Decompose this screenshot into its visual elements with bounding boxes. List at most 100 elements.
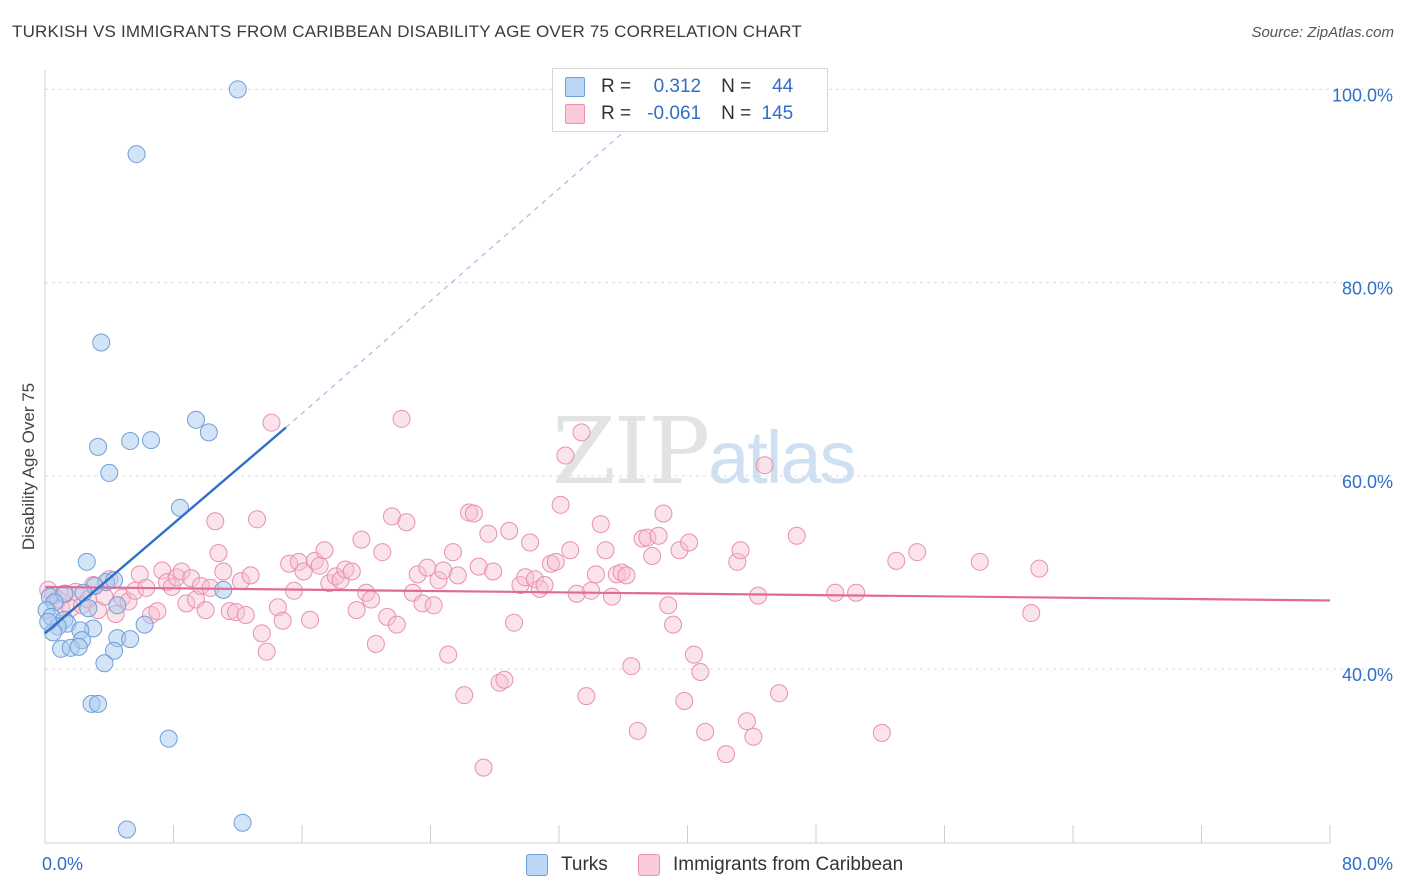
caribbean-point	[464, 504, 483, 523]
caribbean-point	[125, 581, 144, 600]
turks-point	[159, 729, 178, 748]
turks-point	[228, 80, 247, 99]
watermark-atlas: atlas	[708, 416, 856, 499]
caribbean-point	[387, 615, 406, 634]
caribbean-point	[664, 615, 683, 634]
turks-swatch	[565, 77, 585, 97]
n-label: N =	[721, 76, 752, 97]
turks-point	[89, 694, 108, 713]
turks-point	[92, 333, 111, 352]
caribbean-point	[490, 673, 509, 692]
caribbean-point	[505, 613, 524, 632]
turks-point	[135, 615, 154, 634]
legend-row-turks: R = 0.312 N = 44	[565, 76, 793, 98]
y-tick-label-100: 100.0%	[1332, 85, 1393, 105]
turks-point	[199, 423, 218, 442]
y-tick-label-40: 40.0%	[1342, 665, 1393, 685]
caribbean-point	[479, 524, 498, 543]
caribbean-point	[273, 611, 292, 630]
caribbean-point	[294, 562, 313, 581]
turks-point	[127, 145, 146, 164]
axis-labels: 40.0% 60.0% 80.0% 100.0% 0.0% 80.0% Disability…	[19, 85, 1393, 874]
caribbean-point	[535, 576, 554, 595]
caribbean-swatch	[638, 854, 660, 876]
caribbean-point	[248, 510, 267, 529]
caribbean-point	[373, 543, 392, 562]
caribbean-point	[731, 541, 750, 560]
caribbean-point	[206, 512, 225, 531]
caribbean-point	[643, 547, 662, 566]
caribbean-point	[500, 521, 519, 540]
turks-point	[121, 432, 140, 451]
x-tick-label-max: 80.0%	[1342, 854, 1393, 874]
caribbean-point	[439, 645, 458, 664]
caribbean-point	[638, 528, 657, 547]
caribbean-point	[352, 530, 371, 549]
caribbean-point	[908, 543, 927, 562]
turks-r-value: 0.312	[653, 76, 702, 97]
turks-point	[108, 596, 127, 615]
caribbean-point	[591, 515, 610, 534]
turks-point	[79, 599, 98, 618]
caribbean-point	[336, 560, 355, 579]
turks-point	[89, 437, 108, 456]
turks-n-value: 44	[772, 76, 794, 97]
chart-title: TURKISH VS IMMIGRANTS FROM CARIBBEAN DIS…	[12, 22, 802, 41]
caribbean-point	[628, 721, 647, 740]
r-label: R =	[601, 76, 632, 97]
caribbean-point	[469, 557, 488, 576]
turks-point	[77, 552, 96, 571]
caribbean-point	[347, 601, 366, 620]
legend-item-caribbean[interactable]: Immigrants from Caribbean	[638, 852, 903, 878]
caribbean-point	[970, 552, 989, 571]
caribbean-point	[177, 594, 196, 613]
zipatlas-watermark: ZIPatlas	[552, 398, 856, 505]
legend-item-turks[interactable]: Turks	[526, 852, 608, 878]
caribbean-point	[521, 533, 540, 552]
turks-trend-extension	[285, 117, 640, 428]
axes	[44, 70, 1331, 844]
caribbean-point	[770, 684, 789, 703]
caribbean-point	[413, 594, 432, 613]
caribbean-point	[209, 544, 228, 563]
caribbean-point	[525, 570, 544, 589]
source-label: Source: ZipAtlas.com	[1251, 24, 1394, 41]
caribbean-point	[622, 657, 641, 676]
caribbean-point	[684, 645, 703, 664]
caribbean-point	[572, 423, 591, 442]
caribbean-point	[484, 562, 503, 581]
caribbean-point	[362, 590, 381, 609]
caribbean-point	[577, 687, 596, 706]
caribbean-point	[603, 587, 622, 606]
r-label: R =	[601, 103, 632, 124]
caribbean-point	[551, 495, 570, 514]
turks-point	[39, 612, 58, 631]
caribbean-point	[749, 586, 768, 605]
caribbean-point	[262, 413, 281, 432]
turks-point	[186, 410, 205, 429]
caribbean-point	[236, 605, 255, 624]
caribbean-point	[153, 561, 172, 580]
caribbean-point	[448, 566, 467, 585]
turks-point	[121, 630, 140, 649]
y-axis-title: Disability Age Over 75	[19, 383, 38, 550]
caribbean-point	[429, 571, 448, 590]
caribbean-point	[675, 691, 694, 710]
caribbean-point	[561, 541, 580, 560]
caribbean-point	[397, 513, 416, 532]
turks-points	[37, 80, 252, 839]
watermark-zip: ZIP	[552, 398, 710, 505]
caribbean-point	[744, 727, 763, 746]
caribbean-point	[586, 565, 605, 584]
caribbean-n-value: 145	[761, 103, 794, 124]
caribbean-point	[847, 583, 866, 602]
caribbean-point	[424, 596, 443, 615]
turks-point	[142, 431, 161, 450]
caribbean-point	[366, 634, 385, 653]
caribbean-point	[392, 409, 411, 428]
caribbean-swatch	[565, 104, 585, 124]
turks-trend-line	[44, 426, 287, 635]
caribbean-point	[196, 601, 215, 620]
caribbean-point	[182, 569, 201, 588]
y-tick-label-60: 60.0%	[1342, 472, 1393, 492]
